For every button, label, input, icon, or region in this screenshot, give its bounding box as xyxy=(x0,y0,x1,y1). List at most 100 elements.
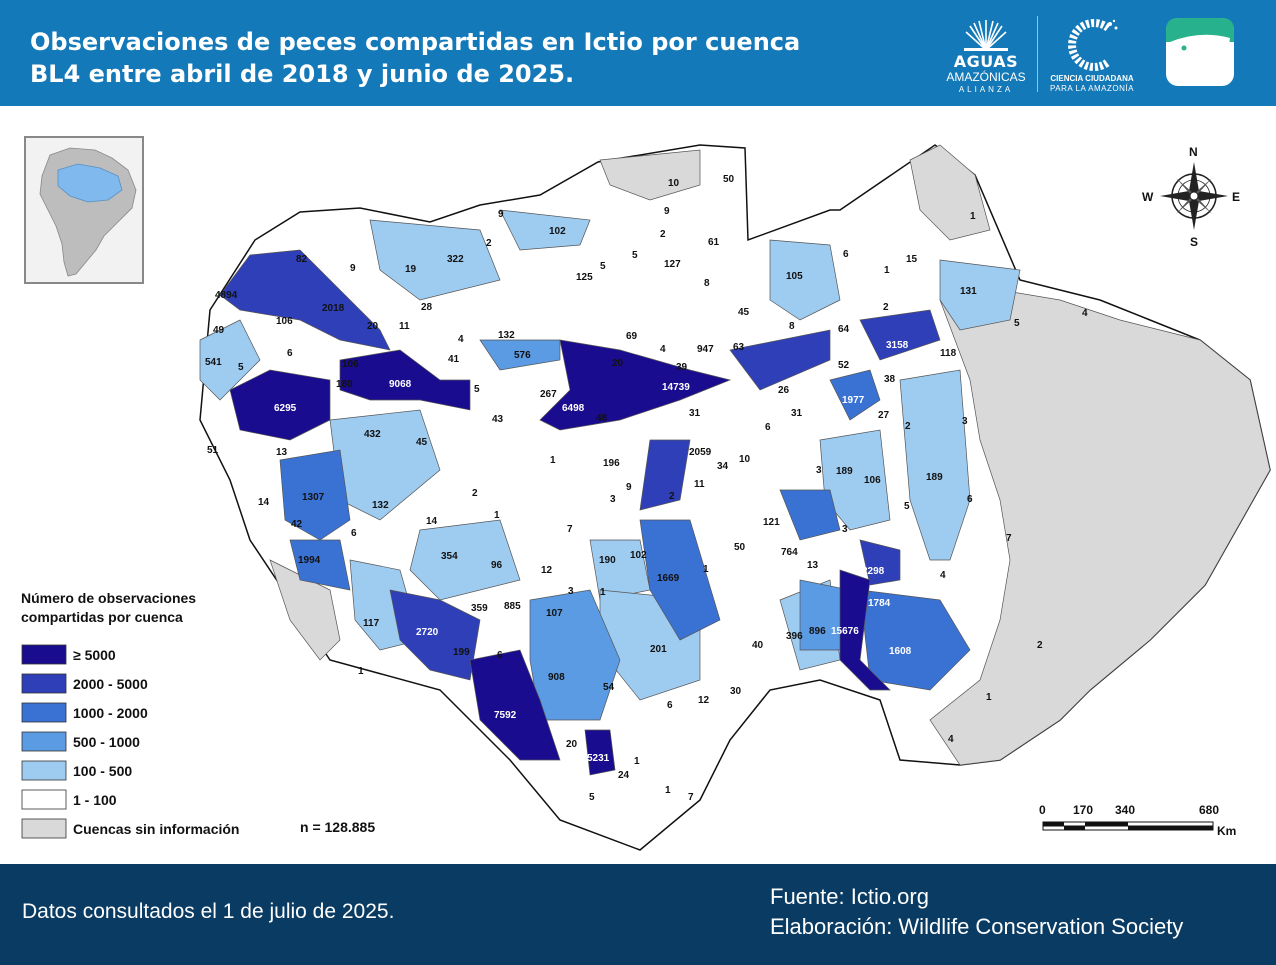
basin-value: 3 xyxy=(816,465,822,476)
basin-value: 118 xyxy=(940,348,957,359)
logo-alianza-text: ALIANZA xyxy=(958,85,1014,94)
scale-tick-170: 170 xyxy=(1073,803,1093,817)
basin-value: 40 xyxy=(752,640,764,651)
legend-title-line-1: Número de observaciones xyxy=(21,590,196,606)
basin-value: 2298 xyxy=(862,566,885,577)
basin-value: 127 xyxy=(664,259,681,270)
scale-tick-680: 680 xyxy=(1199,803,1219,817)
basin-value: 132 xyxy=(372,500,389,511)
basin-value: 6 xyxy=(351,528,357,539)
legend-label: 2000 - 5000 xyxy=(73,676,148,692)
basin-value: 9 xyxy=(498,209,504,220)
legend-swatch xyxy=(21,818,67,839)
basin-value: 117 xyxy=(363,618,380,629)
basin-value: 1 xyxy=(600,587,606,598)
basin-value: 48 xyxy=(596,413,608,424)
legend-label: ≥ 5000 xyxy=(73,647,116,663)
basin-value: 106 xyxy=(342,359,359,370)
basin-map-shapes xyxy=(199,144,1271,851)
basin-value: 11 xyxy=(694,479,705,490)
basin-value: 13 xyxy=(807,560,819,571)
basin-value: 7 xyxy=(688,792,694,803)
basin-value: 6 xyxy=(497,650,503,661)
basin-value: 6 xyxy=(843,249,849,260)
basin-value: 5 xyxy=(904,501,910,512)
basin-value: 15676 xyxy=(831,626,859,637)
legend-label: 1 - 100 xyxy=(73,792,117,808)
basin-value: 6 xyxy=(967,494,973,505)
logo-amazonicas-text: AMAZÓNICAS xyxy=(946,70,1026,84)
basin-value: 45 xyxy=(416,437,428,448)
basin-value: 896 xyxy=(809,626,826,637)
aguas-amazonicas-logo: AGUAS AMAZÓNICAS ALIANZA xyxy=(940,18,1032,98)
basin-value: 38 xyxy=(884,374,896,385)
basin-value: 102 xyxy=(630,550,647,561)
scale-tick-0: 0 xyxy=(1039,803,1046,817)
basin-value: 63 xyxy=(733,342,745,353)
basin-value: 11 xyxy=(399,321,410,332)
ciencia-ciudadana-logo: CIENCIA CIUDADANA PARA LA AMAZONÍA xyxy=(1042,18,1142,98)
basin-value: 189 xyxy=(926,472,943,483)
basin-value: 12 xyxy=(541,565,553,576)
basin-value: 31 xyxy=(689,408,701,419)
basin-value: 6295 xyxy=(274,403,297,414)
basin-value: 7 xyxy=(567,524,573,535)
basin-value: 14 xyxy=(258,497,270,508)
basin-value: 6 xyxy=(667,700,673,711)
basin-value: 82 xyxy=(296,254,308,265)
basin-value: 1 xyxy=(986,692,992,703)
basin-value: 180 xyxy=(336,379,353,390)
basin-value: 1994 xyxy=(298,555,321,566)
legend-swatch xyxy=(21,673,67,694)
basin-value: 9 xyxy=(350,263,356,274)
basin-value: 5 xyxy=(589,792,595,803)
basin-value: 9068 xyxy=(389,379,412,390)
data-date-note: Datos consultados el 1 de julio de 2025. xyxy=(22,900,395,923)
basin-value: 96 xyxy=(491,560,503,571)
basin-value: 106 xyxy=(276,316,293,327)
basin-value: 69 xyxy=(626,331,638,342)
basin-value: 61 xyxy=(708,237,720,248)
basin-value: 267 xyxy=(540,389,557,400)
basin-value: 4 xyxy=(458,334,464,345)
basin-value: 199 xyxy=(453,647,470,658)
ictio-app-icon xyxy=(1166,18,1234,86)
basin-value: 3158 xyxy=(886,340,909,351)
basin-value: 19 xyxy=(405,264,417,275)
logo-divider xyxy=(1037,16,1038,92)
basin-value: 26 xyxy=(778,385,790,396)
basin-value: 2720 xyxy=(416,627,439,638)
south-america-inset-map xyxy=(24,136,144,284)
header-banner: Observaciones de peces compartidas en Ic… xyxy=(0,0,1276,106)
legend-n-total: n = 128.885 xyxy=(300,819,375,835)
basin-value: 54 xyxy=(603,682,615,693)
basin-value: 5 xyxy=(1014,318,1020,329)
basin-value: 2 xyxy=(1037,640,1043,651)
logo-cc-text-2: PARA LA AMAZONÍA xyxy=(1050,84,1134,93)
basin-value: 5 xyxy=(632,250,638,261)
basin-value: 52 xyxy=(838,360,850,371)
page-title: Observaciones de peces compartidas en Ic… xyxy=(30,26,890,90)
basin-value: 39 xyxy=(676,362,688,373)
basin-value: 20 xyxy=(612,358,624,369)
basin-value: 20 xyxy=(566,739,578,750)
legend-label: Cuencas sin información xyxy=(73,821,239,837)
basin-value: 576 xyxy=(514,350,531,361)
basin-value: 1669 xyxy=(657,573,680,584)
basin-value: 43 xyxy=(492,414,504,425)
basin-value: 4 xyxy=(1082,308,1088,319)
basin-value: 3 xyxy=(842,524,848,535)
title-line-1: Observaciones de peces compartidas en Ic… xyxy=(30,28,801,56)
compass-north: N xyxy=(1189,145,1198,159)
basin-value: 2 xyxy=(883,302,889,313)
basin-value: 12 xyxy=(698,695,710,706)
basin-value: 34 xyxy=(717,461,729,472)
footer-banner: Datos consultados el 1 de julio de 2025.… xyxy=(0,864,1276,965)
basin-value: 10 xyxy=(739,454,751,465)
map-legend: Número de observaciones compartidas por … xyxy=(21,590,375,839)
basin-value: 42 xyxy=(291,519,303,530)
basin-value: 1977 xyxy=(842,395,865,406)
basin-value: 27 xyxy=(878,410,890,421)
basin-value: 2018 xyxy=(322,303,345,314)
basin-value: 322 xyxy=(447,254,464,265)
